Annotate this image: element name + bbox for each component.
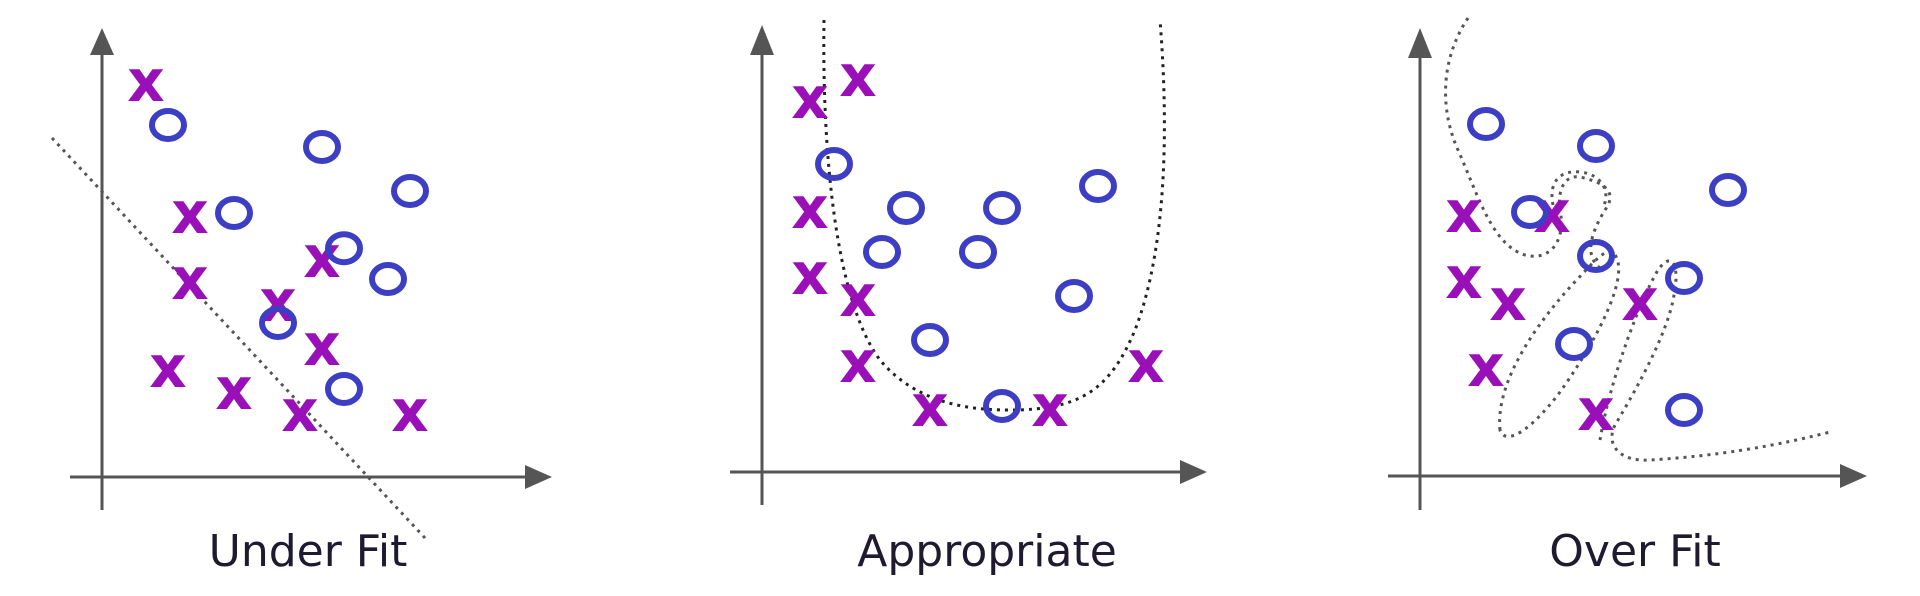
x-mark: x — [281, 377, 318, 445]
x-mark: x — [171, 245, 208, 313]
x-axis-arrow — [525, 465, 552, 489]
x-mark: x — [215, 355, 252, 423]
o-mark — [863, 235, 901, 269]
x-mark: x — [791, 174, 828, 242]
o-mark — [1665, 393, 1703, 427]
o-mark — [1665, 261, 1703, 295]
x-mark: x — [1621, 266, 1658, 334]
o-mark — [911, 323, 949, 357]
caption-overfit: Over Fit — [1549, 526, 1721, 577]
o-mark — [959, 235, 997, 269]
x-mark: x — [839, 262, 876, 330]
y-axis-arrow — [750, 25, 774, 55]
o-mark — [215, 196, 253, 230]
x-mark: x — [1445, 244, 1482, 312]
o-mark — [325, 231, 363, 266]
x-mark: x — [839, 42, 876, 110]
x-mark: x — [1445, 178, 1482, 246]
data-points-underfit: xxx xxx xxx x — [127, 47, 429, 445]
x-mark: x — [1467, 332, 1504, 400]
o-mark — [1555, 327, 1593, 361]
x-mark: x — [839, 328, 876, 396]
panel-underfit: xxx xxx xxx x — [50, 28, 552, 540]
o-mark — [303, 130, 341, 164]
decision-boundary-line — [50, 136, 427, 540]
decision-boundary-curve — [822, 19, 1166, 412]
caption-underfit: Under Fit — [208, 526, 408, 577]
o-mark — [1577, 129, 1615, 163]
o-mark — [983, 191, 1021, 225]
o-mark — [815, 147, 853, 181]
caption-appropriate: Appropriate — [857, 526, 1117, 577]
x-mark: x — [127, 47, 164, 115]
x-axis-arrow — [1840, 464, 1867, 488]
o-mark — [1511, 195, 1549, 229]
o-mark — [1577, 239, 1615, 273]
data-points-overfit: x xx x xxx — [1445, 107, 1747, 444]
o-mark — [983, 389, 1021, 423]
o-mark — [1079, 169, 1117, 203]
x-mark: x — [791, 64, 828, 132]
o-mark — [259, 306, 297, 340]
x-mark: x — [1031, 372, 1068, 440]
x-mark: x — [391, 377, 428, 445]
o-mark — [1467, 107, 1505, 141]
x-mark: x — [1489, 266, 1526, 334]
y-axis-arrow — [1408, 28, 1432, 58]
x-mark: x — [1127, 328, 1164, 396]
x-mark: x — [259, 267, 296, 335]
o-mark — [369, 262, 407, 296]
y-axis-arrow — [90, 28, 114, 55]
o-mark — [1055, 279, 1093, 313]
x-mark: x — [1577, 376, 1614, 444]
o-mark — [887, 191, 925, 225]
axes-appropriate — [730, 25, 1207, 505]
x-mark: x — [791, 240, 828, 308]
axes-overfit — [1388, 28, 1867, 510]
boundary-right-loop — [1598, 259, 1831, 462]
axes-underfit — [70, 28, 552, 510]
boundary-ellipse — [1498, 250, 1621, 438]
boundary-small-loop — [1550, 170, 1608, 206]
o-mark — [325, 372, 363, 406]
o-mark — [1709, 173, 1747, 207]
x-mark: x — [911, 372, 948, 440]
decision-boundary-regions — [1444, 17, 1831, 462]
x-mark: x — [303, 311, 340, 379]
x-mark: x — [1533, 178, 1570, 246]
o-mark — [391, 174, 429, 208]
x-axis-arrow — [1180, 460, 1207, 484]
panel-overfit: x xx x xxx — [1388, 17, 1867, 510]
data-points-appropriate: x xxx xxx xx — [791, 42, 1164, 440]
panel-appropriate: x xxx xxx xx — [730, 19, 1207, 505]
x-mark: x — [149, 333, 186, 401]
boundary-top-left — [1444, 17, 1612, 270]
x-mark: x — [171, 179, 208, 247]
o-mark — [149, 108, 187, 142]
